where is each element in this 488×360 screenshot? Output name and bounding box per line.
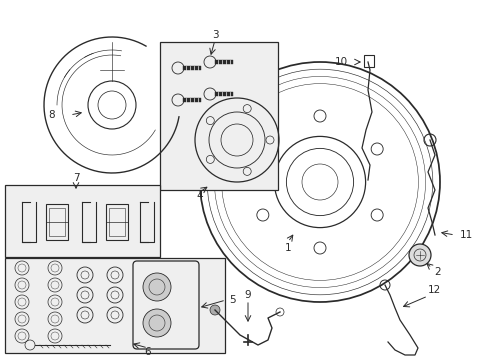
Text: 1: 1 — [284, 243, 291, 253]
Text: 9: 9 — [244, 290, 251, 300]
Bar — [109, 208, 125, 236]
Circle shape — [142, 273, 171, 301]
Bar — [106, 204, 128, 240]
Bar — [183, 66, 201, 70]
Circle shape — [142, 309, 171, 337]
Bar — [215, 60, 232, 64]
Bar — [160, 42, 278, 190]
Text: 3: 3 — [211, 30, 218, 40]
Bar — [363, 55, 373, 67]
Bar — [183, 98, 201, 102]
Bar — [5, 185, 160, 257]
Text: 2: 2 — [434, 267, 440, 277]
Text: 8: 8 — [49, 110, 55, 120]
Text: 10: 10 — [334, 57, 347, 67]
Circle shape — [209, 305, 220, 315]
Bar — [215, 92, 232, 96]
Circle shape — [408, 244, 430, 266]
Bar — [5, 258, 224, 353]
Text: 6: 6 — [144, 347, 151, 357]
Bar — [46, 204, 68, 240]
Bar — [49, 208, 65, 236]
Text: 5: 5 — [228, 295, 235, 305]
Text: 4: 4 — [196, 191, 203, 201]
Text: 7: 7 — [73, 173, 79, 183]
Text: 11: 11 — [459, 230, 472, 240]
Text: 12: 12 — [427, 285, 440, 295]
